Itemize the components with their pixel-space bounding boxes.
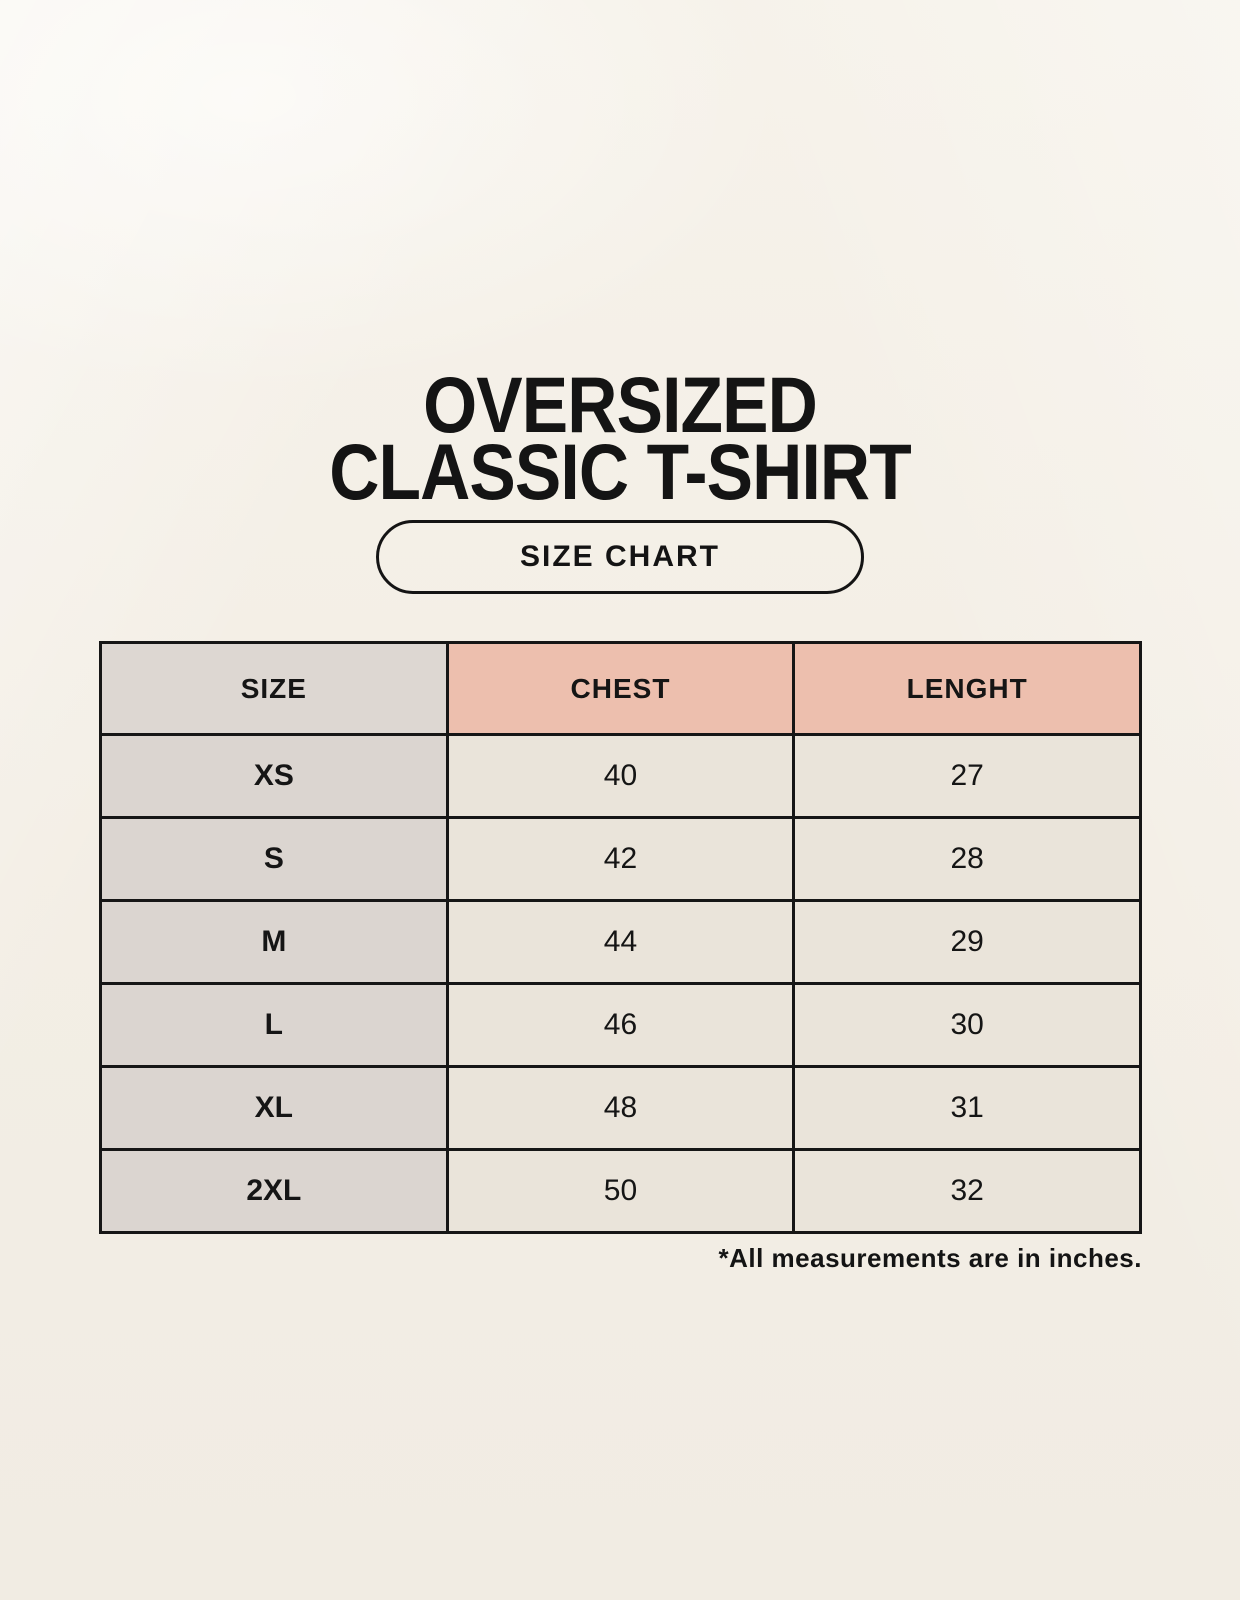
page-title: OVERSIZED CLASSIC T-SHIRT <box>74 365 1165 511</box>
col-header-chest: CHEST <box>445 641 796 736</box>
chest-cell: 40 <box>445 733 796 819</box>
length-cell: 32 <box>792 1148 1142 1234</box>
table-row: XS 40 27 <box>99 733 1142 819</box>
chest-cell: 46 <box>445 982 796 1068</box>
chest-cell: 48 <box>445 1065 796 1151</box>
size-cell: S <box>99 816 449 902</box>
length-cell: 31 <box>792 1065 1142 1151</box>
size-cell: M <box>99 899 449 985</box>
size-cell: XL <box>99 1065 449 1151</box>
length-cell: 27 <box>792 733 1142 819</box>
table-row: L 46 30 <box>99 982 1142 1068</box>
col-header-size: SIZE <box>99 641 449 736</box>
table-row: XL 48 31 <box>99 1065 1142 1151</box>
table-row: 2XL 50 32 <box>99 1148 1142 1234</box>
length-cell: 28 <box>792 816 1142 902</box>
size-cell: 2XL <box>99 1148 449 1234</box>
length-cell: 29 <box>792 899 1142 985</box>
size-chart-table: SIZE CHEST LENGHT XS 40 27 S 42 28 M 44 … <box>99 641 1142 1234</box>
header-row: SIZE CHEST LENGHT <box>99 641 1142 736</box>
length-cell: 30 <box>792 982 1142 1068</box>
table-row: M 44 29 <box>99 899 1142 985</box>
size-cell: XS <box>99 733 449 819</box>
size-cell: L <box>99 982 449 1068</box>
size-chart-button[interactable]: SIZE CHART <box>376 520 864 594</box>
title-line-1: OVERSIZED <box>423 359 818 449</box>
chest-cell: 44 <box>445 899 796 985</box>
title-line-2: CLASSIC T-SHIRT <box>329 427 911 517</box>
chest-cell: 42 <box>445 816 796 902</box>
measurements-footnote: *All measurements are in inches. <box>718 1243 1142 1273</box>
chest-cell: 50 <box>445 1148 796 1234</box>
size-chart-button-label: SIZE CHART <box>520 540 720 573</box>
table-row: S 42 28 <box>99 816 1142 902</box>
col-header-length: LENGHT <box>792 641 1142 736</box>
